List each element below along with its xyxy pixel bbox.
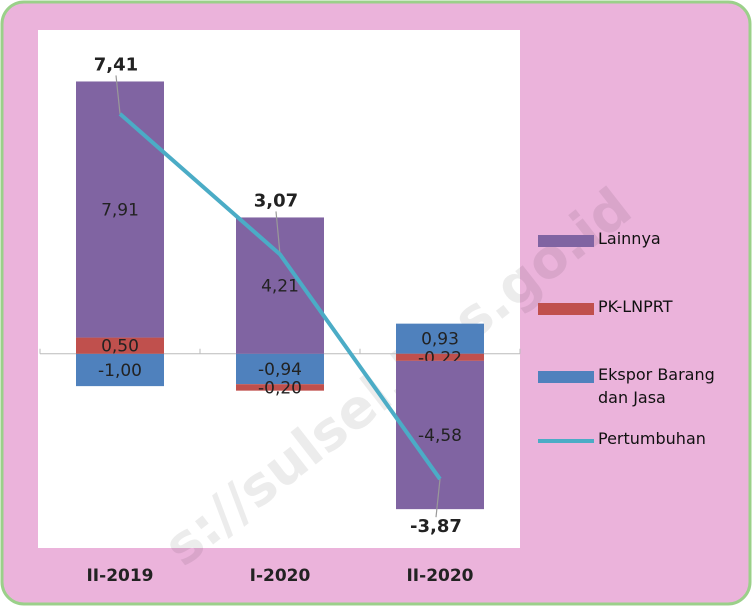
data-label: -1,00	[98, 361, 142, 381]
bar-segment	[76, 353, 164, 387]
data-label: 7,91	[101, 201, 139, 221]
data-label: 0,93	[421, 330, 459, 350]
legend-swatch	[538, 235, 594, 247]
legend-label: Lainnya	[598, 229, 661, 248]
leader-line	[115, 75, 121, 114]
data-label: -4,58	[418, 426, 462, 446]
legend-item: Lainnya	[538, 229, 738, 250]
bar-segment	[76, 81, 164, 338]
bar-segment	[396, 323, 484, 354]
bar-segment	[396, 353, 484, 361]
bar-segment	[236, 384, 324, 391]
bar-segment	[76, 337, 164, 354]
legend-swatch	[538, 371, 594, 383]
legend-swatch	[538, 439, 594, 443]
data-label: 0,50	[101, 337, 139, 357]
legend-item: Pertumbuhan	[538, 429, 738, 450]
x-tick-label: I-2020	[250, 566, 311, 586]
leader-line	[275, 211, 281, 255]
data-label: -0,94	[258, 360, 302, 380]
line	[118, 112, 442, 481]
line-label: 3,07	[254, 190, 298, 211]
legend-item: PK-LNPRT	[538, 297, 738, 318]
line-label: 7,41	[94, 54, 138, 75]
data-label: 4,21	[261, 277, 299, 297]
legend-swatch	[538, 303, 594, 315]
x-tick-label: II-2019	[86, 566, 153, 586]
bar-segment	[236, 217, 324, 354]
legend-label: Ekspor Barang dan Jasa	[598, 365, 715, 407]
line-label: -3,87	[410, 516, 462, 537]
x-tick-label: II-2020	[406, 566, 473, 586]
bar-segment	[236, 353, 324, 385]
legend-label: PK-LNPRT	[598, 297, 673, 316]
legend-label: Pertumbuhan	[598, 429, 706, 448]
leader-line	[435, 478, 441, 518]
legend-item: Ekspor Barang dan Jasa	[538, 365, 738, 409]
data-label: -0,20	[258, 378, 302, 398]
